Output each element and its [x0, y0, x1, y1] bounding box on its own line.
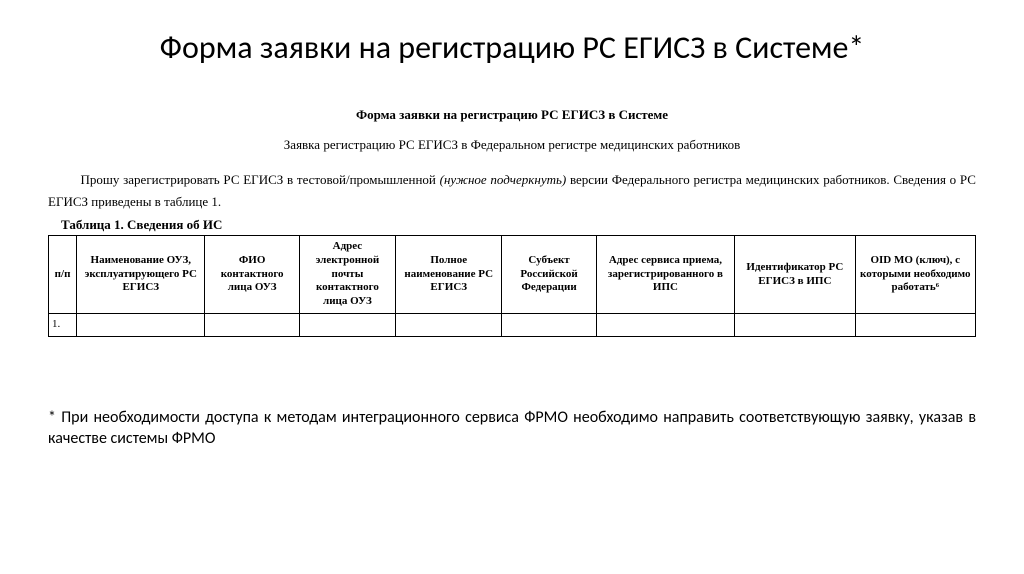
table-cell: [596, 313, 734, 336]
info-table: п/пНаименование ОУЗ, эксплуатирующего РС…: [48, 235, 976, 337]
table-header-cell: Адрес сервиса приема, зарегистрированног…: [596, 236, 734, 314]
table-header-cell: Субъект Российской Федерации: [502, 236, 596, 314]
page-main-title: Форма заявки на регистрацию РС ЕГИСЗ в С…: [48, 28, 976, 67]
table-header-cell: Адрес электронной почты контактного лица…: [299, 236, 395, 314]
table-header-cell: Наименование ОУЗ, эксплуатирующего РС ЕГ…: [77, 236, 205, 314]
table-header-cell: Идентификатор РС ЕГИСЗ в ИПС: [735, 236, 855, 314]
table-cell: 1.: [49, 313, 77, 336]
table-cell: [77, 313, 205, 336]
body-paragraph: Прошу зарегистрировать РС ЕГИСЗ в тестов…: [48, 169, 976, 213]
body-text-pre: Прошу зарегистрировать РС ЕГИСЗ в тестов…: [81, 172, 440, 187]
document-subtitle: Заявка регистрацию РС ЕГИСЗ в Федерально…: [48, 137, 976, 153]
document-title: Форма заявки на регистрацию РС ЕГИСЗ в С…: [48, 107, 976, 123]
body-text-italic: (нужное подчеркнуть): [440, 172, 567, 187]
table-cell: [299, 313, 395, 336]
table-header-cell: OID МО (ключ), с которыми необходимо раб…: [855, 236, 975, 314]
table-row: 1.: [49, 313, 976, 336]
footnote: * При необходимости доступа к методам ин…: [48, 407, 976, 450]
table-caption: Таблица 1. Сведения об ИС: [48, 217, 976, 233]
table-cell: [502, 313, 596, 336]
table-header-cell: п/п: [49, 236, 77, 314]
table-cell: [396, 313, 502, 336]
table-cell: [735, 313, 855, 336]
table-header-row: п/пНаименование ОУЗ, эксплуатирующего РС…: [49, 236, 976, 314]
table-cell: [205, 313, 299, 336]
table-header-cell: Полное наименование РС ЕГИСЗ: [396, 236, 502, 314]
table-cell: [855, 313, 975, 336]
table-header-cell: ФИО контактного лица ОУЗ: [205, 236, 299, 314]
